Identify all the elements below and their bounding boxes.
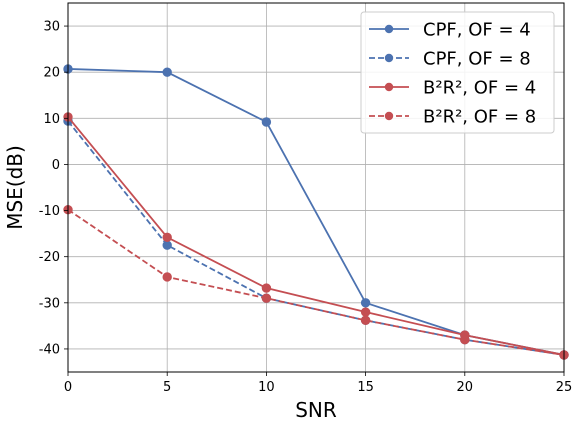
data-point (261, 117, 272, 127)
y-tick-label: -30 (39, 296, 60, 311)
data-point (162, 67, 172, 77)
series-3 (63, 204, 569, 360)
y-axis-ticks: -40 -30 -20 -10 0 10 20 30 (39, 20, 68, 357)
legend-entry-label: B²R², OF = 4 (423, 78, 536, 99)
plot-frame (67, 2, 565, 373)
legend-entry-label: CPF, OF = 4 (423, 20, 531, 41)
x-tick-label: 20 (457, 380, 474, 395)
legend-entry-label: B²R², OF = 8 (423, 107, 536, 128)
legend-swatch-marker (384, 53, 394, 63)
x-tick-label: 0 (64, 380, 72, 395)
data-point (261, 293, 272, 303)
series-line (67, 116, 565, 356)
y-tick-label: 10 (43, 112, 60, 127)
data-point (162, 240, 172, 250)
data-point (360, 298, 371, 308)
series-1 (63, 116, 569, 360)
legend-entry-label: CPF, OF = 8 (423, 49, 531, 70)
series-line (67, 120, 565, 356)
data-point (261, 283, 272, 293)
series-2 (63, 112, 569, 360)
x-axis-label: SNR (295, 398, 337, 422)
x-tick-label: 25 (556, 380, 573, 395)
data-point (360, 307, 371, 317)
y-tick-label: -10 (39, 204, 60, 219)
legend: CPF, OF = 4 CPF, OF = 8 B²R², OF = 4 B²R², … (360, 11, 555, 134)
series-line (67, 208, 565, 356)
legend-swatch-marker (384, 24, 394, 34)
y-tick-label: -40 (39, 342, 60, 357)
data-point (162, 272, 172, 282)
data-point (162, 232, 172, 243)
data-point (360, 315, 371, 326)
y-tick-label: -20 (39, 250, 60, 265)
y-tick-label: 30 (43, 20, 60, 35)
y-axis-label: MSE(dB) (3, 145, 27, 230)
series-layer (63, 64, 569, 360)
x-axis-ticks: 0 5 10 15 20 25 (64, 372, 572, 395)
data-point (460, 335, 470, 345)
x-tick-label: 15 (357, 380, 374, 395)
legend-box (360, 11, 555, 134)
x-tick-label: 5 (163, 380, 171, 395)
y-tick-label: 0 (52, 158, 60, 173)
x-tick-label: 10 (258, 380, 275, 395)
legend-swatch-marker (384, 82, 394, 92)
legend-swatch-marker (384, 111, 394, 121)
y-tick-label: 20 (43, 66, 60, 81)
